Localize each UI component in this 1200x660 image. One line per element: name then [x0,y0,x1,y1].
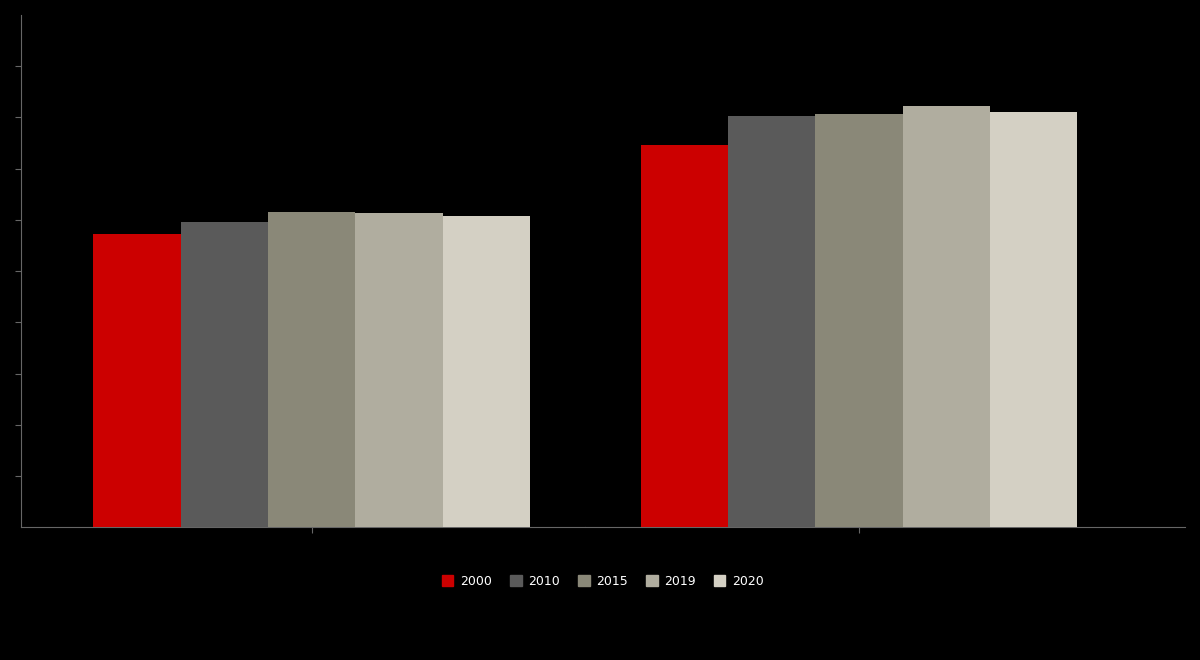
Legend: 2000, 2010, 2015, 2019, 2020: 2000, 2010, 2015, 2019, 2020 [437,570,768,593]
Bar [902,106,990,527]
Bar [815,114,902,527]
Bar [355,213,443,527]
Bar [268,213,355,527]
Bar [990,112,1078,527]
Bar [728,115,815,527]
Bar [181,222,268,527]
Bar [641,145,728,527]
Bar [443,216,530,527]
Bar [94,234,181,527]
